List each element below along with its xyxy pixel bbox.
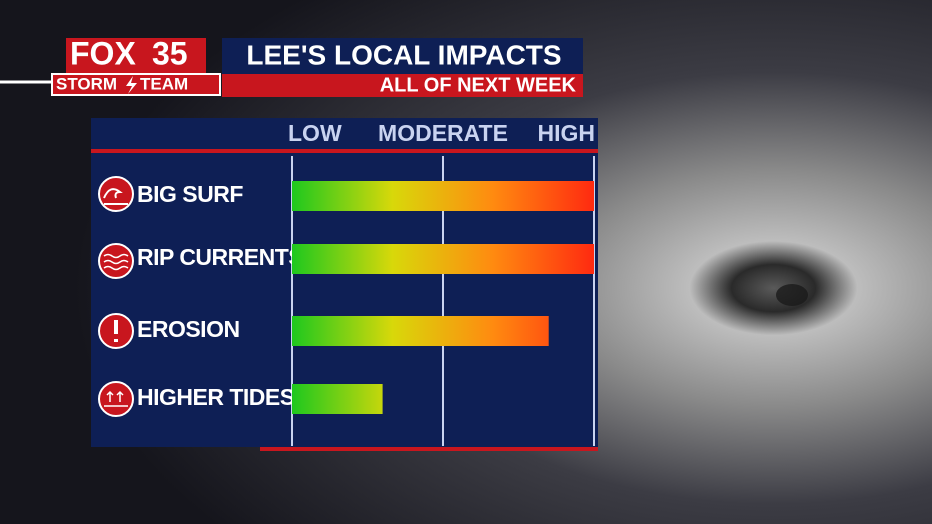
team-box	[51, 73, 221, 96]
bar	[292, 181, 594, 211]
lightning	[126, 76, 137, 94]
x-tick-label: LOW	[288, 120, 342, 146]
header-rule	[91, 149, 598, 153]
category-label: RIP CURRENTS	[137, 244, 303, 270]
category-label: EROSION	[137, 316, 240, 342]
tides-glyph	[104, 390, 128, 407]
category-label: BIG SURF	[137, 181, 243, 207]
tides-icon	[98, 381, 134, 417]
chart-title: LEE'S LOCAL IMPACTS	[246, 39, 561, 70]
logo-number: 35	[152, 35, 188, 71]
bottom-rule	[260, 447, 598, 451]
team-word: STORM	[56, 74, 117, 93]
icons	[98, 176, 134, 417]
logo-box	[66, 38, 206, 73]
x-tick-label: HIGH	[538, 120, 596, 146]
subtitle-box	[222, 74, 583, 97]
bar	[292, 244, 594, 274]
logo-fox: FOX	[70, 35, 136, 71]
category-label: HIGHER TIDES	[137, 384, 295, 410]
team-word: TEAM	[140, 74, 188, 93]
title-box	[222, 38, 583, 74]
x-tick-label: MODERATE	[378, 120, 508, 146]
rip-glyph	[103, 253, 129, 271]
hurricane-eye	[776, 284, 808, 306]
bar	[292, 316, 549, 346]
bar	[292, 384, 383, 414]
rip-icon	[98, 243, 134, 279]
surf-glyph	[103, 188, 128, 205]
chart-subtitle: ALL OF NEXT WEEK	[380, 74, 577, 96]
